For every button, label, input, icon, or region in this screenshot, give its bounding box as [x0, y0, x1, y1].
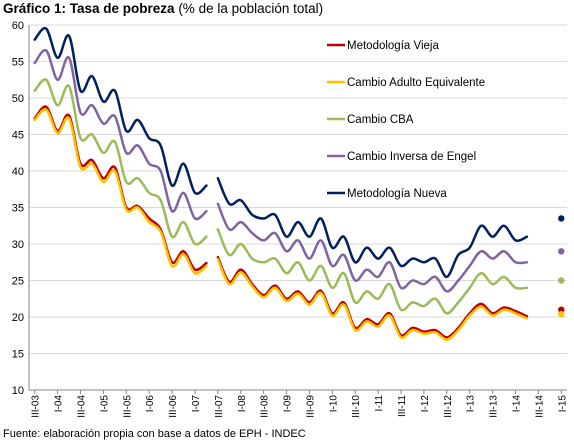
series-line [33, 26, 208, 195]
data-point [558, 310, 565, 318]
series-1 [33, 108, 565, 341]
data-point [558, 215, 565, 222]
chart-title: Gráfico 1: Tasa de pobreza (% de la pobl… [3, 1, 323, 16]
y-tick-label: 20 [12, 312, 24, 324]
data-point [558, 277, 565, 284]
grid-lines [29, 24, 567, 391]
x-tick-label: I-07 [191, 395, 202, 413]
data-point [558, 248, 565, 255]
y-axis: 10 15 20 25 30 35 40 45 50 55 60 [12, 20, 30, 397]
series-line [216, 228, 529, 315]
series-line [216, 255, 529, 339]
legend-label: Cambio CBA [347, 114, 414, 126]
x-tick-label: III-12 [443, 395, 454, 418]
y-tick-label: 25 [12, 276, 24, 288]
series-line [216, 177, 529, 279]
legend-label: Cambio Adulto Equivalente [347, 77, 485, 89]
x-axis: III-03 I-04 III-04 I-05 III-05 I-06 III-06 I-07… [29, 389, 568, 418]
y-tick-label: 35 [12, 203, 24, 215]
y-tick-label: 10 [12, 385, 24, 397]
series-lines [33, 26, 565, 341]
source-note: Fuente: elaboración propia con base a da… [3, 428, 306, 440]
y-tick-label: 30 [12, 239, 24, 251]
series-line [33, 48, 208, 221]
x-tick-label: III-07 [214, 395, 225, 418]
x-tick-label: III-10 [351, 395, 362, 418]
series-2 [33, 78, 565, 315]
y-tick-label: 55 [12, 57, 24, 69]
x-tick-label: I-10 [328, 395, 339, 413]
y-tick-label: 60 [12, 20, 24, 32]
x-tick-label: I-12 [420, 395, 431, 413]
legend: Metodología Vieja Cambio Adulto Equivalen… [327, 40, 485, 200]
x-tick-label: I-08 [237, 395, 248, 413]
x-tick-label: III-04 [77, 395, 88, 418]
x-tick-label: I-05 [99, 395, 110, 413]
x-tick-label: III-08 [260, 395, 271, 418]
y-tick-label: 15 [12, 349, 24, 361]
x-tick-label: III-14 [534, 395, 545, 418]
series-4 [33, 26, 565, 279]
series-line [33, 78, 208, 246]
chart-title-rest: (% de la población total) [174, 1, 324, 16]
x-tick-label: III-11 [397, 395, 408, 417]
x-tick-label: III-09 [305, 395, 316, 418]
x-tick-label: I-13 [466, 395, 477, 413]
series-line [216, 258, 529, 341]
series-3 [33, 48, 565, 293]
y-tick-label: 40 [12, 166, 24, 178]
x-tick-label: III-13 [489, 395, 500, 418]
x-tick-label: I-14 [511, 395, 522, 413]
chart-title-bold: Gráfico 1: Tasa de pobreza [3, 1, 175, 16]
x-tick-label: I-15 [557, 395, 568, 413]
x-tick-label: III-03 [31, 395, 42, 418]
x-tick-label: III-05 [122, 395, 133, 418]
legend-label: Cambio Inversa de Engel [347, 151, 476, 163]
data-point [558, 306, 565, 313]
y-tick-label: 45 [12, 130, 24, 142]
y-tick-label: 50 [12, 93, 24, 105]
x-tick-label: III-06 [168, 395, 179, 418]
x-tick-label: I-11 [374, 395, 385, 412]
x-tick-label: I-06 [145, 395, 156, 413]
series-line [216, 202, 529, 293]
x-tick-label: I-04 [54, 395, 65, 413]
x-tick-label: I-09 [283, 395, 294, 413]
series-line [33, 108, 208, 275]
legend-label: Metodología Nueva [347, 188, 447, 200]
legend-label: Metodología Vieja [347, 40, 439, 52]
